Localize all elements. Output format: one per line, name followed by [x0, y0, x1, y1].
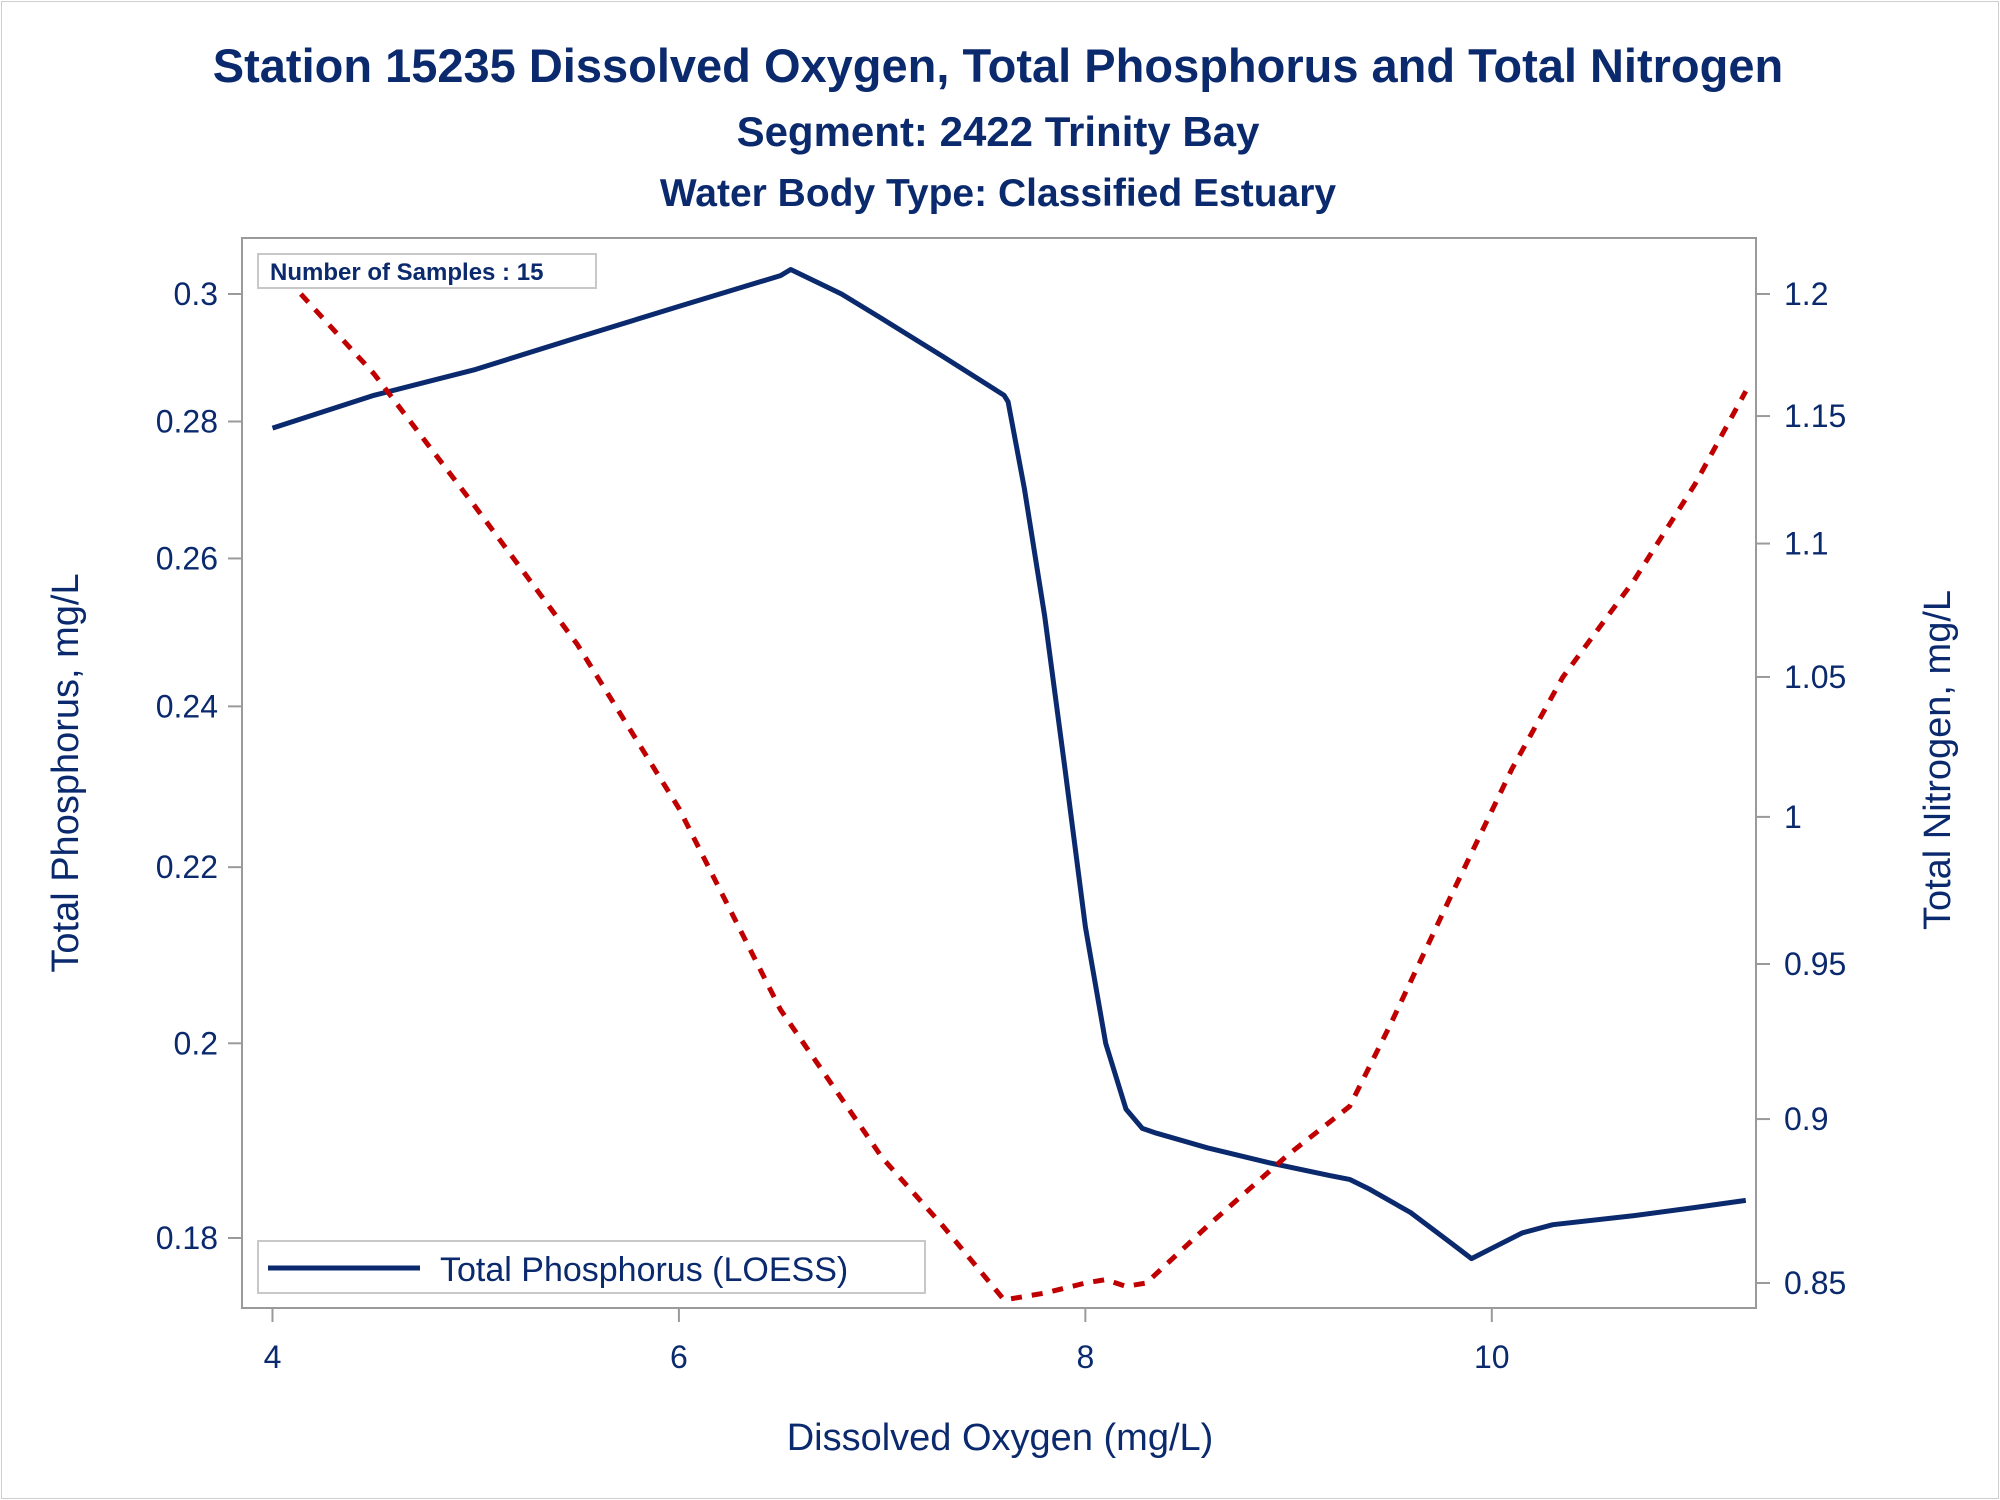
- legend: Total Phosphorus (LOESS): [257, 1240, 926, 1294]
- x-tick-label: 10: [1474, 1339, 1510, 1375]
- chart-subtitle: Segment: 2422 Trinity Bay: [737, 108, 1261, 155]
- y-right-tick-label: 0.9: [1784, 1101, 1828, 1137]
- y-left-tick-label: 0.2: [174, 1025, 218, 1061]
- y-left-tick-label: 0.22: [156, 849, 218, 885]
- y-right-tick-label: 0.95: [1784, 946, 1846, 982]
- x-tick-label: 6: [670, 1339, 688, 1375]
- series-line-total-nitrogen: [270, 261, 1748, 1303]
- y-right-tick-label: 1.15: [1784, 398, 1846, 434]
- series-line-total-phosphorus: [271, 267, 1747, 1262]
- y-right-tick-label: 1: [1784, 799, 1802, 835]
- y-right-tick-label: 1.2: [1784, 276, 1828, 312]
- sample-count-box: [257, 253, 597, 289]
- sample-count-note: Number of Samples : 15: [257, 253, 597, 289]
- y-right-tick-label: 1.1: [1784, 526, 1828, 562]
- y-axis-label-left: Total Phosphorus, mg/L: [45, 573, 87, 972]
- legend-label: Total Phosphorus (LOESS): [440, 1251, 848, 1289]
- y-left-tick-label: 0.28: [156, 403, 218, 439]
- plot-content: 4 6 8 10 0.18 0.2 0.22 0.24 0.26 0.28 0.3 0.85 0.9 0.…: [156, 261, 1846, 1375]
- plot-area: [241, 237, 1757, 1309]
- y-left-tick-label: 0.18: [156, 1220, 218, 1256]
- y-right-tick-label: 1.05: [1784, 659, 1846, 695]
- x-axis-label: Dissolved Oxygen (mg/L): [787, 1417, 1214, 1459]
- sample-count-text: Number of Samples : 15: [270, 259, 543, 286]
- x-tick-label: 4: [264, 1339, 282, 1375]
- y-left-tick-label: 0.3: [174, 276, 218, 312]
- y-left-tick-label: 0.24: [156, 688, 218, 724]
- y-right-tick-label: 0.85: [1784, 1265, 1846, 1301]
- x-tick-label: 8: [1076, 1339, 1094, 1375]
- chart-title: Station 15235 Dissolved Oxygen, Total Ph…: [213, 39, 1783, 92]
- y-axis-label-right: Total Nitrogen, mg/L: [1917, 590, 1959, 930]
- chart-subtitle-2: Water Body Type: Classified Estuary: [660, 172, 1336, 215]
- y-left-tick-label: 0.26: [156, 540, 218, 576]
